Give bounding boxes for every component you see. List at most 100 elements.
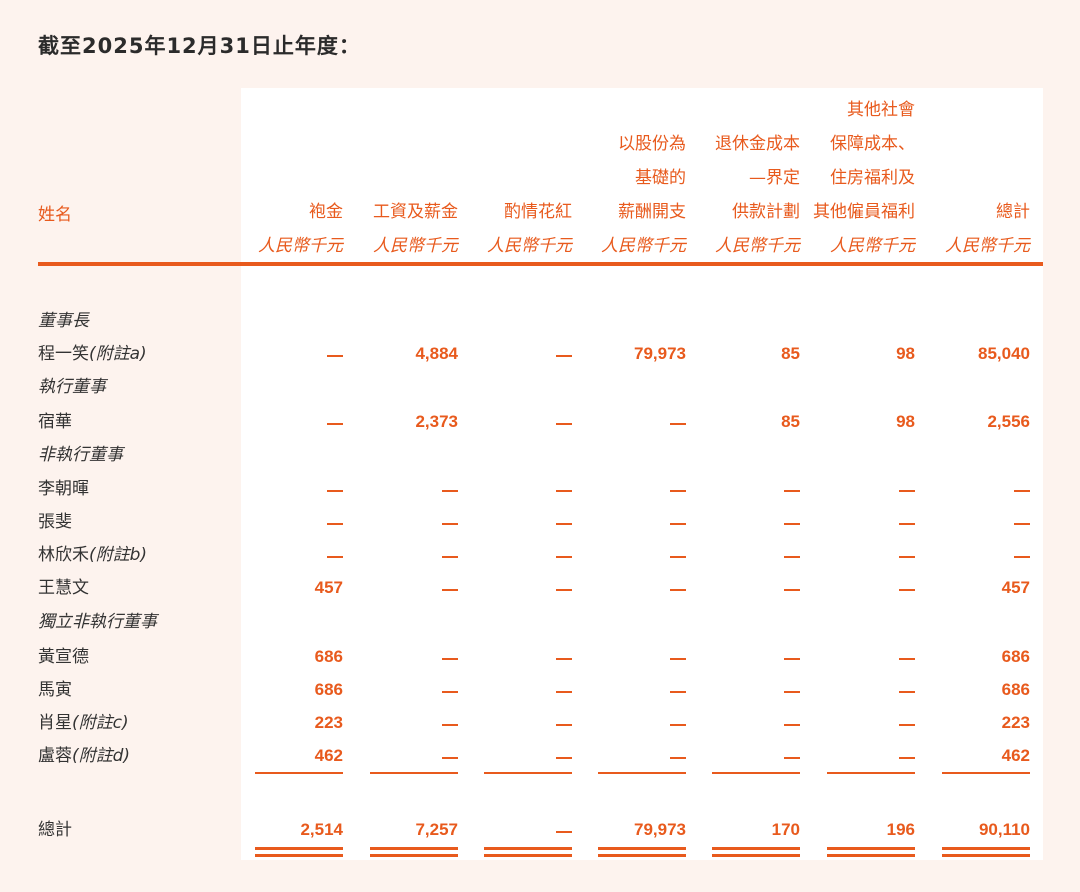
total-double-rule <box>712 847 800 850</box>
table-row-dash <box>327 523 343 525</box>
table-row-dash <box>1014 523 1030 525</box>
note-ref: (附註b) <box>89 545 148 565</box>
table-row-dash <box>670 490 686 492</box>
column-unit: 人民幣千元 <box>945 236 1030 256</box>
section-heading: 非執行董事 <box>38 445 123 465</box>
total-row-value: 170 <box>771 820 800 839</box>
total-row-dash <box>556 831 572 833</box>
subtotal-rule <box>255 772 343 774</box>
director-name: 黃宣德 <box>38 647 89 667</box>
director-name: 盧蓉(附註d) <box>38 746 131 766</box>
table-row-value: 223 <box>314 713 343 732</box>
table-row-dash <box>1014 556 1030 558</box>
table-row-dash <box>1014 490 1030 492</box>
table-row-value: 98 <box>896 344 915 363</box>
total-double-rule <box>484 854 572 857</box>
table-row-value: 4,884 <box>415 344 458 363</box>
table-row-value: 457 <box>314 578 343 597</box>
note-ref: (附註d) <box>72 746 131 766</box>
table-row-dash <box>442 724 458 726</box>
director-name: 王慧文 <box>38 578 89 598</box>
table-row-dash <box>442 523 458 525</box>
column-header-line: 退休金成本 <box>715 134 800 154</box>
table-row-dash <box>442 658 458 660</box>
subtotal-rule <box>598 772 686 774</box>
table-row-dash <box>327 556 343 558</box>
column-header-line: 總計 <box>996 202 1030 222</box>
table-row-dash <box>556 523 572 525</box>
column-header-line: 酌情花紅 <box>504 202 572 222</box>
table-row-dash <box>670 691 686 693</box>
table-row-value: 686 <box>314 647 343 666</box>
table-row-dash <box>556 658 572 660</box>
table-row-dash <box>327 490 343 492</box>
table-row-value: 85 <box>781 344 800 363</box>
table-row-dash <box>556 724 572 726</box>
total-row-value: 79,973 <box>634 820 686 839</box>
table-row-dash <box>442 490 458 492</box>
table-row-dash <box>784 589 800 591</box>
column-unit: 人民幣千元 <box>373 236 458 256</box>
total-row-value: 196 <box>886 820 915 839</box>
table-row-value: 457 <box>1001 578 1030 597</box>
table-row-dash <box>670 757 686 759</box>
table-row-dash <box>899 658 915 660</box>
total-double-rule <box>370 854 458 857</box>
table-row-value: 462 <box>1001 746 1030 765</box>
column-unit: 人民幣千元 <box>715 236 800 256</box>
column-header-line: 袍金 <box>309 202 343 222</box>
table-row-dash <box>784 691 800 693</box>
director-name: 張斐 <box>38 512 72 532</box>
column-header-line: 住房福利及 <box>830 168 915 188</box>
section-heading: 執行董事 <box>38 377 106 397</box>
director-name: 肖星(附註c) <box>38 713 129 733</box>
table-row-value: 686 <box>1001 680 1030 699</box>
column-unit: 人民幣千元 <box>258 236 343 256</box>
table-row-dash <box>784 490 800 492</box>
table-row-dash <box>899 490 915 492</box>
table-panel <box>241 88 1043 860</box>
column-header-line: 薪酬開支 <box>618 202 686 222</box>
table-row-dash <box>327 355 343 357</box>
table-row-dash <box>899 724 915 726</box>
column-header-line: 工資及薪金 <box>373 202 458 222</box>
table-row-dash <box>670 423 686 425</box>
column-header-line: 供款計劃 <box>732 202 800 222</box>
table-row-dash <box>556 589 572 591</box>
table-row-dash <box>556 556 572 558</box>
table-row-value: 2,373 <box>415 412 458 431</box>
table-row-dash <box>784 658 800 660</box>
table-row-dash <box>670 658 686 660</box>
table-row-value: 686 <box>1001 647 1030 666</box>
column-unit: 人民幣千元 <box>601 236 686 256</box>
table-row-dash <box>899 556 915 558</box>
table-row-value: 223 <box>1001 713 1030 732</box>
column-header-line: 基礎的 <box>635 168 686 188</box>
table-row-dash <box>670 724 686 726</box>
total-double-rule <box>255 847 343 850</box>
page-title: 截至2025年12月31日止年度： <box>38 34 361 58</box>
total-row-value: 7,257 <box>415 820 458 839</box>
table-row-dash <box>556 423 572 425</box>
director-name: 程一笑(附註a) <box>38 344 147 364</box>
table-row-dash <box>670 556 686 558</box>
table-row-dash <box>899 589 915 591</box>
section-heading: 董事長 <box>38 311 89 331</box>
subtotal-rule <box>370 772 458 774</box>
table-row-dash <box>899 757 915 759</box>
director-name: 馬寅 <box>38 680 72 700</box>
total-double-rule <box>942 847 1030 850</box>
table-row-dash <box>899 691 915 693</box>
table-row-dash <box>556 355 572 357</box>
director-name: 李朝暉 <box>38 479 89 499</box>
table-row-dash <box>784 724 800 726</box>
table-row-dash <box>442 556 458 558</box>
note-ref: (附註c) <box>72 713 129 733</box>
director-name: 宿華 <box>38 412 72 432</box>
table-row-dash <box>556 490 572 492</box>
table-row-dash <box>556 691 572 693</box>
column-header-line: —界定 <box>749 168 800 188</box>
table-row-value: 462 <box>314 746 343 765</box>
column-unit: 人民幣千元 <box>487 236 572 256</box>
total-double-rule <box>370 847 458 850</box>
